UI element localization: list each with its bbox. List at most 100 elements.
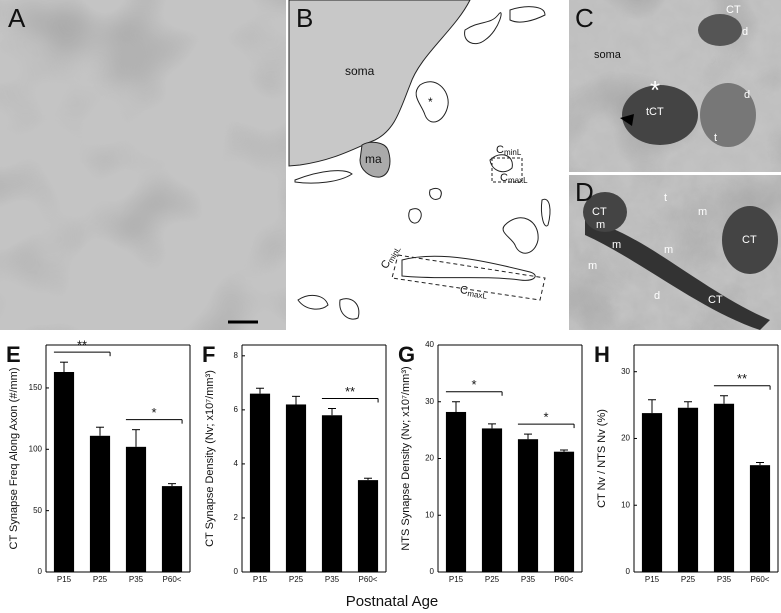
bar xyxy=(53,371,75,572)
y-tick-label: 40 xyxy=(425,340,434,349)
y-tick-label: 30 xyxy=(425,397,434,406)
sig-label: ** xyxy=(77,338,87,353)
y-tick-label: 50 xyxy=(33,506,42,515)
sig-label: ** xyxy=(737,371,747,386)
y-tick-label: 10 xyxy=(425,510,434,519)
x-tick-label: P15 xyxy=(449,575,464,584)
bar xyxy=(321,415,343,572)
y-axis-label: CT Synapse Density (Nv; x10⁷/mm³) xyxy=(204,370,216,547)
y-tick-label: 100 xyxy=(29,444,43,453)
callout-base: C xyxy=(500,172,508,184)
bar xyxy=(553,451,575,572)
label: * xyxy=(650,75,660,105)
callout: CmaxL xyxy=(459,284,489,301)
callout-sub: maxL xyxy=(467,289,488,301)
bar xyxy=(517,439,539,572)
bar xyxy=(161,486,183,572)
label: CT xyxy=(592,206,607,218)
x-tick-label: P25 xyxy=(289,575,304,584)
label: soma xyxy=(594,49,622,61)
y-tick-label: 30 xyxy=(621,367,630,376)
y-tick-label: 150 xyxy=(29,383,43,392)
label: CT xyxy=(726,4,741,16)
y-tick-label: 20 xyxy=(621,434,630,443)
y-tick-label: 20 xyxy=(425,454,434,463)
panel-label: C xyxy=(575,3,594,33)
label: m xyxy=(612,239,621,251)
callout-base: C xyxy=(459,284,469,297)
label: CT xyxy=(708,294,723,306)
bar xyxy=(125,446,147,572)
label: t xyxy=(714,132,717,144)
y-tick-label: 4 xyxy=(234,459,239,468)
bar xyxy=(749,465,771,572)
bar xyxy=(481,428,503,572)
callout-sub: maxL xyxy=(508,176,528,185)
y-axis-label: CT Synapse Freq Along Axon (#/mm) xyxy=(8,368,20,550)
sig-label: * xyxy=(543,410,548,425)
panel-label: E xyxy=(6,342,21,367)
y-tick-label: 8 xyxy=(234,351,239,360)
panel-label: G xyxy=(398,342,415,367)
bar xyxy=(357,480,379,572)
micrograph-c: C CT d soma * tCT d t xyxy=(569,0,781,172)
bar xyxy=(285,404,307,572)
sig-label: * xyxy=(151,405,156,420)
panel-label: F xyxy=(202,342,215,367)
label: tCT xyxy=(646,106,664,118)
x-tick-label: P25 xyxy=(681,575,696,584)
callout-sub: minL xyxy=(504,148,522,157)
x-tick-label: P15 xyxy=(645,575,660,584)
panel-label: B xyxy=(296,3,313,33)
y-tick-label: 0 xyxy=(430,567,435,576)
x-tick-label: P25 xyxy=(485,575,500,584)
bar xyxy=(89,435,111,572)
micrograph-a: A xyxy=(0,0,286,330)
callout-base: C xyxy=(496,144,504,156)
label: soma xyxy=(345,64,375,78)
x-tick-label: P60< xyxy=(555,575,574,584)
panel-label: D xyxy=(575,177,594,207)
x-tick-label: P60< xyxy=(751,575,770,584)
y-axis-label: NTS Synapse Density (Nv; x10⁷/mm³) xyxy=(400,366,412,550)
y-tick-label: 0 xyxy=(234,567,239,576)
label: m xyxy=(698,206,707,218)
micrograph-d: D CT t m CT m m m d CT m xyxy=(569,175,781,330)
y-tick-label: 10 xyxy=(621,500,630,509)
label: d xyxy=(742,26,748,38)
label: d xyxy=(744,89,750,101)
y-axis-label: CT Nv / NTS Nv (%) xyxy=(596,409,608,508)
label: d xyxy=(654,290,660,302)
bar xyxy=(713,403,735,572)
label: ma xyxy=(365,152,382,166)
x-tick-label: P15 xyxy=(253,575,268,584)
label: CT xyxy=(742,234,757,246)
x-axis-label: Postnatal Age xyxy=(346,593,439,610)
callout: CminL xyxy=(496,144,522,157)
label: * xyxy=(428,95,433,109)
sig-label: * xyxy=(471,377,476,392)
panel-label: H xyxy=(594,342,610,367)
panel-label: A xyxy=(8,3,26,33)
y-tick-label: 0 xyxy=(626,567,631,576)
sig-label: ** xyxy=(345,384,355,399)
x-tick-label: P35 xyxy=(521,575,536,584)
x-tick-label: P35 xyxy=(717,575,732,584)
x-tick-label: P35 xyxy=(129,575,144,584)
x-tick-label: P25 xyxy=(93,575,108,584)
x-tick-label: P15 xyxy=(57,575,72,584)
bar xyxy=(249,393,271,572)
x-tick-label: P60< xyxy=(359,575,378,584)
y-tick-label: 2 xyxy=(234,513,239,522)
y-tick-label: 0 xyxy=(38,567,43,576)
bar xyxy=(641,413,663,572)
callout: CmaxL xyxy=(500,172,528,185)
x-tick-label: P60< xyxy=(163,575,182,584)
label: m xyxy=(596,219,605,231)
x-tick-label: P35 xyxy=(325,575,340,584)
bar xyxy=(445,411,467,572)
y-tick-label: 6 xyxy=(234,405,239,414)
